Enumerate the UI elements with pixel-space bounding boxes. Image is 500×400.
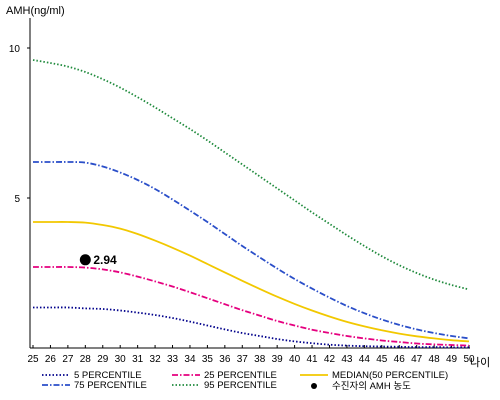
legend-swatch [311, 383, 317, 389]
x-tick-label: 33 [167, 354, 179, 365]
x-tick-label: 47 [411, 354, 423, 365]
legend-label: 75 PERCENTILE [74, 380, 147, 391]
x-tick-label: 44 [359, 354, 371, 365]
x-axis-title: 나이 [470, 356, 490, 369]
x-tick-label: 37 [237, 354, 249, 365]
x-tick-label: 30 [115, 354, 127, 365]
series-lines [32, 59, 470, 349]
patient-amh-value-label: 2.94 [93, 253, 117, 267]
x-tick-label: 45 [376, 354, 388, 365]
x-tick-label: 26 [45, 354, 57, 365]
x-tick-label: 32 [150, 354, 162, 365]
series-line-95-percentile [32, 59, 470, 291]
x-tick-label: 31 [132, 354, 144, 365]
series-line-75-percentile [33, 161, 470, 340]
x-tick-label: 42 [324, 354, 336, 365]
legend-label: MEDIAN(50 PERCENTILE) [332, 370, 448, 381]
patient-marker: 2.94 [79, 253, 117, 267]
x-tick-label: 25 [27, 354, 39, 365]
x-tick-label: 29 [97, 354, 109, 365]
patient-amh-point [79, 254, 91, 266]
x-tick-label: 40 [289, 354, 301, 365]
y-tick-labels: 5 10 [9, 44, 30, 205]
x-tick-label: 38 [254, 354, 266, 365]
x-tick-label: 41 [306, 354, 318, 365]
legend-label: 25 PERCENTILE [204, 370, 277, 381]
series-line-median-50-percentile- [33, 221, 470, 343]
x-tick-labels: 25 26 27 28 29 30 31 32 33 34 35 36 37 38 39 40 41 42 43 44… [27, 345, 475, 365]
y-tick-label: 10 [9, 44, 21, 55]
legend: 5 PERCENTILE 25 PERCENTILE MEDIAN(50 PERCE… [42, 370, 448, 392]
series-line-25-percentile [32, 266, 470, 347]
x-tick-label: 43 [341, 354, 353, 365]
x-tick-label: 48 [429, 354, 441, 365]
legend-label: 95 PERCENTILE [204, 380, 277, 391]
x-tick-label: 49 [446, 354, 458, 365]
axes [29, 18, 470, 349]
x-tick-label: 35 [202, 354, 214, 365]
x-tick-label: 46 [394, 354, 406, 365]
y-tick-label: 5 [14, 194, 20, 205]
x-tick-label: 39 [272, 354, 284, 365]
x-tick-label: 27 [62, 354, 74, 365]
series-line-5-percentile [32, 306, 470, 349]
x-tick-label: 28 [80, 354, 92, 365]
legend-label: 수진자의 AMH 농도 [332, 381, 411, 392]
legend-label: 5 PERCENTILE [74, 370, 142, 381]
x-tick-label: 50 [463, 354, 475, 365]
x-tick-label: 34 [184, 354, 196, 365]
y-axis-title: AMH(ng/ml) [6, 5, 65, 17]
x-tick-label: 36 [219, 354, 231, 365]
